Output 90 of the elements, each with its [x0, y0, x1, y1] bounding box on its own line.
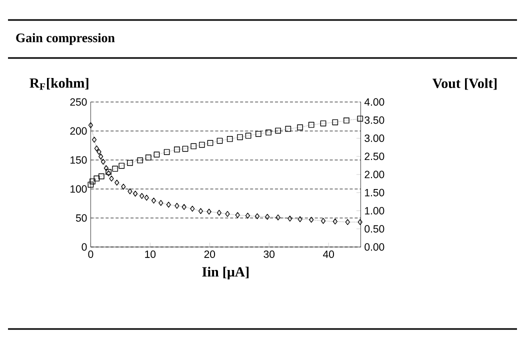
point: [96, 148, 102, 155]
point: [235, 212, 240, 218]
point: [245, 132, 252, 139]
point: [94, 176, 100, 182]
y-tick-label: 150: [70, 156, 87, 164]
point: [190, 206, 195, 212]
y2-tick-label: 3.50: [364, 116, 384, 124]
point: [298, 216, 302, 222]
point: [216, 210, 222, 216]
point: [112, 166, 118, 172]
point: [100, 158, 106, 165]
x-axis-title: Iin [μA]: [202, 266, 249, 280]
point: [288, 216, 292, 222]
y-tick-label: 250: [70, 98, 87, 106]
x-tick-label: 20: [204, 250, 216, 258]
point: [154, 152, 160, 158]
point: [166, 202, 171, 208]
point: [133, 190, 138, 197]
point: [145, 154, 152, 160]
point: [207, 140, 214, 146]
y-axis-title: R$_{F}$[kohm]: [30, 78, 88, 90]
point: [88, 122, 93, 128]
point: [297, 124, 303, 130]
point: [237, 134, 243, 140]
point: [92, 136, 97, 143]
point: [182, 204, 186, 210]
point: [190, 143, 197, 150]
y2-tick-label: 2.50: [364, 152, 384, 160]
point: [182, 146, 188, 152]
y-tick-label: 200: [70, 127, 87, 135]
point: [266, 130, 272, 136]
x-tick-label: 40: [323, 250, 334, 258]
y-tick-label: 100: [70, 185, 87, 193]
point: [198, 142, 205, 148]
point: [254, 213, 260, 220]
point: [151, 198, 156, 204]
point: [174, 202, 180, 209]
x-tick-label: 0: [88, 250, 94, 258]
point: [255, 130, 262, 137]
point: [198, 208, 204, 214]
point: [158, 200, 164, 206]
point: [332, 119, 338, 126]
point: [206, 208, 212, 215]
point: [332, 218, 338, 224]
y-tick-label: 50: [76, 214, 87, 222]
point: [140, 193, 144, 199]
point: [144, 194, 149, 201]
point: [137, 157, 143, 164]
point: [216, 138, 223, 144]
chart-title: Gain compression: [16, 33, 115, 45]
point: [109, 176, 114, 182]
y2-axis-title: Vout [Volt]: [432, 78, 497, 90]
point: [128, 188, 132, 194]
y2-tick-label: 1.00: [365, 207, 384, 214]
point: [104, 165, 108, 172]
point: [320, 218, 326, 224]
x-tick-label: 10: [145, 250, 156, 258]
point: [276, 214, 280, 220]
point: [275, 128, 281, 134]
x-tick-label: 30: [264, 250, 275, 258]
point: [345, 219, 350, 225]
y2-tick-label: 1.50: [365, 188, 384, 196]
point: [114, 180, 120, 186]
point: [225, 211, 230, 217]
point: [285, 126, 292, 132]
y2-tick-label: 3.00: [364, 134, 384, 142]
point: [164, 149, 170, 155]
y2-tick-label: 2.00: [364, 170, 384, 178]
point: [88, 182, 94, 188]
point: [358, 219, 362, 225]
point: [357, 116, 364, 122]
point: [98, 173, 104, 180]
y-tick-label: 0: [82, 243, 87, 251]
point: [94, 145, 99, 152]
point: [320, 120, 326, 126]
point: [308, 122, 314, 128]
y2-tick-label: 0.50: [364, 225, 384, 233]
point: [98, 154, 104, 160]
point: [174, 146, 180, 152]
point: [343, 118, 350, 124]
point: [309, 216, 314, 223]
point: [127, 160, 133, 166]
point: [265, 214, 270, 220]
point: [90, 178, 96, 184]
point: [226, 136, 233, 142]
y2-tick-label: 0.00: [364, 243, 384, 251]
point: [245, 212, 250, 219]
y2-tick-label: 4.00: [364, 98, 384, 106]
point: [118, 162, 125, 169]
point: [121, 184, 126, 190]
